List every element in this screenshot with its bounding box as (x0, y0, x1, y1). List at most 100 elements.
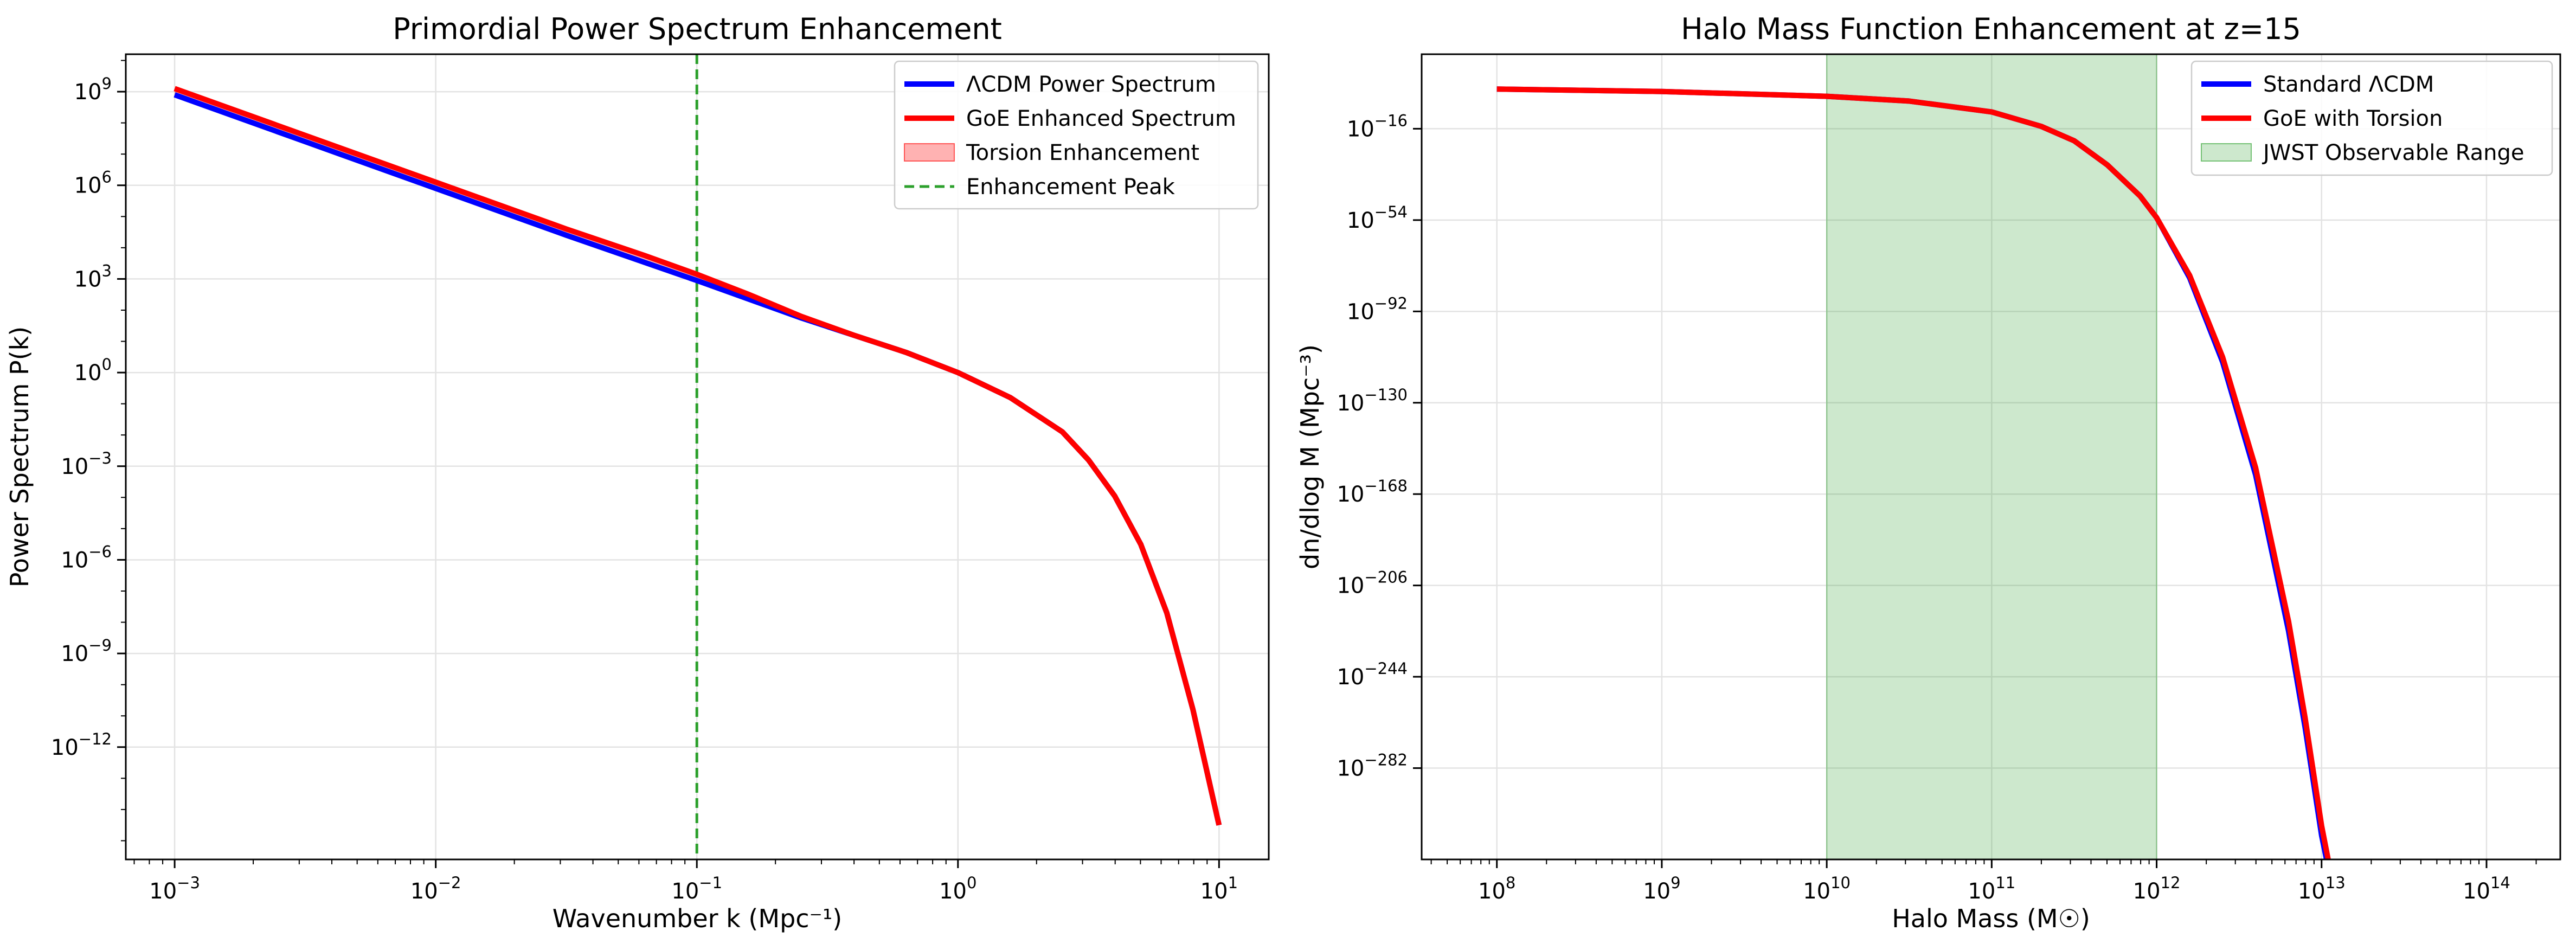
y-tick-label-exp: 6 (102, 168, 112, 187)
plot-area (1496, 54, 2331, 859)
legend: Standard ΛCDM GoE with Torsion JWST Observ… (2190, 60, 2553, 176)
legend-box (894, 60, 1259, 210)
x-tick-label-exp: −3 (177, 874, 200, 892)
x-tick-label: 1012 (2133, 874, 2181, 904)
legend-swatch-patch (2201, 143, 2252, 162)
x-tick-label: 109 (1643, 874, 1680, 904)
x-tick-label: 1013 (2298, 874, 2346, 904)
legend-swatch-patch (904, 143, 955, 162)
y-tick-label: 10−9 (61, 636, 112, 666)
x-tick-label-exp: 13 (2326, 874, 2346, 892)
y-tick-label-base: 10 (74, 174, 102, 198)
legend-label: Torsion Enhancement (966, 140, 1199, 165)
y-tick-label-base: 10 (1337, 665, 1364, 690)
y-tick-label: 10−6 (61, 542, 112, 573)
x-tick-label-exp: 1 (1228, 874, 1238, 892)
y-tick-label-exp: −12 (79, 730, 112, 748)
y-tick-label: 10−282 (1337, 751, 1408, 781)
legend-label: ΛCDM Power Spectrum (966, 72, 1216, 97)
chart-title: Primordial Power Spectrum Enhancement (393, 12, 1002, 46)
y-tick-label-exp: −54 (1374, 203, 1408, 221)
x-tick-label-exp: −1 (699, 874, 722, 892)
x-tick-label-base: 10 (671, 879, 699, 904)
y-axis-label: Power Spectrum P(k) (5, 326, 34, 588)
x-tick-label-exp: 12 (2161, 874, 2181, 892)
y-tick-label-exp: −16 (1374, 111, 1408, 130)
y-tick-label-base: 10 (1337, 574, 1364, 599)
y-tick-label-exp: −130 (1364, 386, 1408, 404)
x-axis-label: Halo Mass (M☉) (1892, 904, 2090, 933)
y-tick-label: 10−168 (1337, 477, 1408, 507)
x-tick-label: 1011 (1968, 874, 2015, 904)
y-tick-label: 10−16 (1347, 111, 1408, 142)
x-tick-label-base: 10 (1968, 879, 1995, 904)
y-tick-label-base: 10 (1347, 299, 1374, 324)
y-tick-label: 100 (74, 355, 112, 386)
y-tick-label-base: 10 (1347, 208, 1374, 233)
y-tick-label-exp: −244 (1364, 659, 1408, 678)
legend-label: JWST Observable Range (2262, 140, 2524, 165)
y-tick-label-base: 10 (61, 641, 88, 666)
y-tick-label-exp: −9 (88, 636, 112, 654)
y-tick-label: 106 (74, 168, 112, 198)
x-tick-label-exp: 0 (967, 874, 977, 892)
x-tick-label: 1010 (1803, 874, 1851, 904)
x-axis: 10−3 10−2 10−1 100 101 (133, 859, 1238, 904)
x-tick-label-exp: 10 (1830, 874, 1851, 892)
jwst-observable-range-span (1827, 54, 2157, 859)
y-tick-label-exp: −3 (88, 449, 112, 467)
x-tick-label-base: 10 (2298, 879, 2326, 904)
series-line-1 (1496, 86, 2331, 859)
legend-label: Enhancement Peak (966, 175, 1175, 200)
chart-title: Halo Mass Function Enhancement at z=15 (1681, 12, 2301, 46)
y-tick-label-base: 10 (61, 454, 88, 479)
y-tick-label: 103 (74, 261, 112, 292)
y-tick-label-base: 10 (1337, 482, 1364, 507)
x-tick-label: 100 (939, 874, 977, 904)
x-tick-label: 10−1 (671, 874, 722, 904)
y-tick-label: 10−206 (1337, 568, 1408, 599)
y-tick-label-exp: −92 (1374, 294, 1408, 312)
x-tick-label-base: 10 (149, 879, 177, 904)
x-tick-label-base: 10 (1200, 879, 1228, 904)
y-tick-label-exp: 3 (102, 261, 112, 280)
legend-label: GoE with Torsion (2263, 106, 2443, 131)
x-tick-label-base: 10 (1478, 879, 1506, 904)
x-tick-label: 10−3 (149, 874, 200, 904)
y-tick-label: 10−92 (1347, 294, 1408, 324)
y-axis: 10−1610−5410−9210−13010−16810−20610−2441… (1337, 111, 1422, 781)
grid-lines (1422, 54, 2560, 859)
y-tick-label-base: 10 (1337, 756, 1364, 781)
x-tick-label-exp: −2 (438, 874, 461, 892)
x-tick-label-base: 10 (1803, 879, 1830, 904)
y-tick-label-exp: 9 (102, 74, 112, 93)
y-tick-label-base: 10 (1347, 117, 1374, 142)
y-tick-label-base: 10 (1337, 391, 1364, 416)
y-tick-label-base: 10 (61, 548, 88, 573)
x-tick-label-base: 10 (2463, 879, 2490, 904)
x-tick-label-base: 10 (2133, 879, 2161, 904)
x-tick-label-base: 10 (410, 879, 438, 904)
x-tick-label: 108 (1478, 874, 1515, 904)
legend-label: Standard ΛCDM (2263, 72, 2434, 97)
y-tick-label: 10−54 (1347, 203, 1408, 233)
legend-box (2190, 60, 2553, 176)
y-tick-label: 109 (74, 74, 112, 105)
x-tick-label-base: 10 (1643, 879, 1671, 904)
y-tick-label-exp: −6 (88, 542, 112, 561)
y-tick-label: 10−130 (1337, 386, 1408, 416)
x-tick-label: 1014 (2463, 874, 2510, 904)
x-tick-label-exp: 9 (1671, 874, 1680, 892)
y-tick-label-base: 10 (74, 361, 102, 386)
y-tick-label-exp: −168 (1364, 477, 1408, 495)
y-tick-label-exp: 0 (102, 355, 112, 374)
y-tick-label-exp: −206 (1364, 568, 1408, 587)
x-axis: 108 109 1010 1011 1012 1013 1014 (1430, 859, 2537, 904)
y-axis-label: dn/dlog M (Mpc⁻³) (1295, 344, 1325, 569)
legend: ΛCDM Power Spectrum GoE Enhanced Spectrum… (894, 60, 1259, 210)
y-tick-label: 10−244 (1337, 659, 1408, 690)
halo-mass-function-panel: 108 109 1010 1011 1012 1013 101410−1610−5410−9… (1295, 12, 2561, 933)
series-line-1 (174, 86, 1222, 826)
